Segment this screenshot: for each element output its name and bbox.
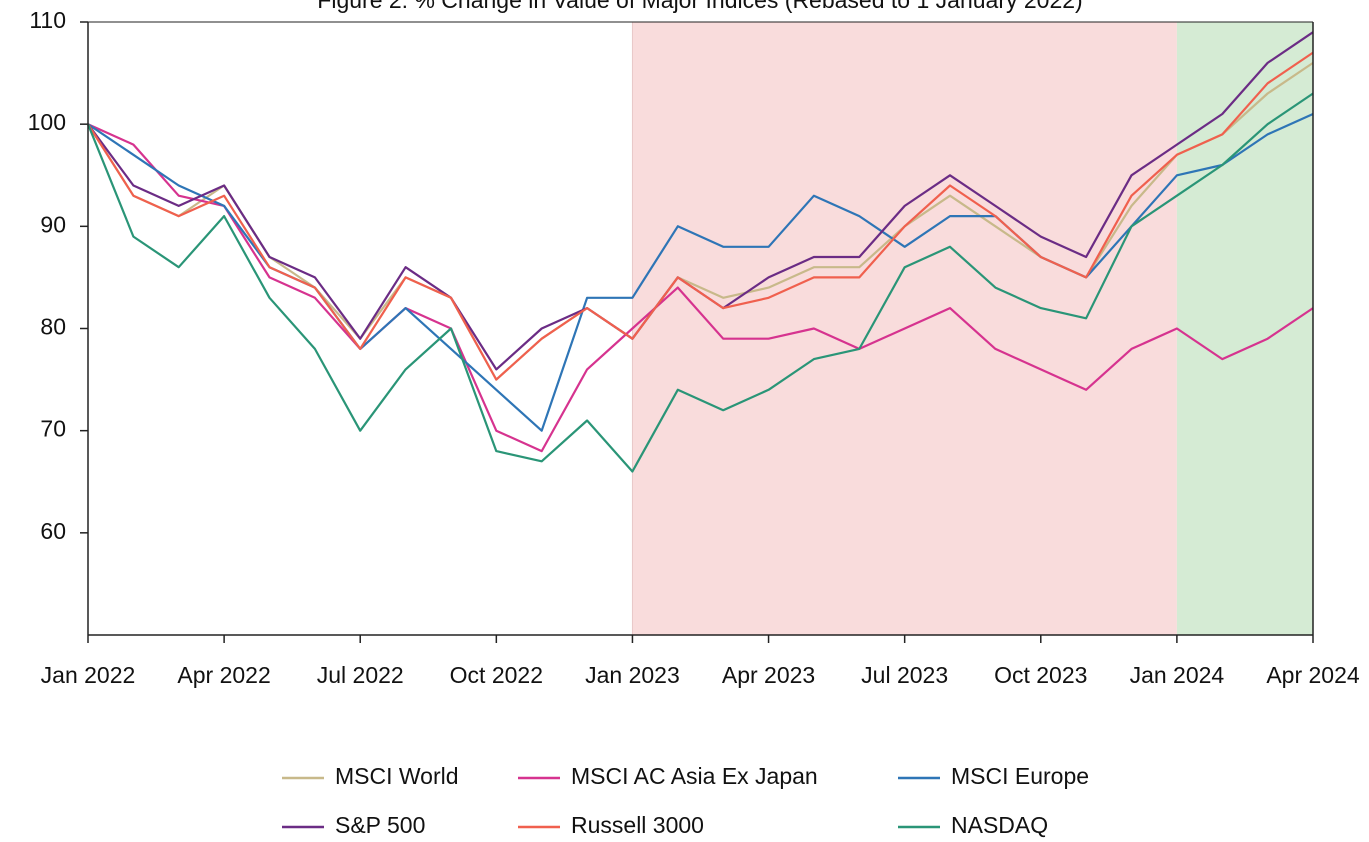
y-tick-label: 90: [40, 211, 66, 237]
legend-label: MSCI World: [335, 763, 459, 789]
y-tick-label: 60: [40, 518, 66, 544]
x-tick-label: Oct 2023: [994, 662, 1087, 688]
legend-label: S&P 500: [335, 812, 425, 838]
x-tick-label: Jan 2024: [1130, 662, 1225, 688]
x-tick-label: Apr 2023: [722, 662, 815, 688]
series-line: [87, 123, 1314, 453]
y-tick-label: 80: [40, 314, 66, 340]
series-line: [86, 92, 1314, 473]
x-tick-label: Apr 2024: [1266, 662, 1360, 688]
x-tick-label: Jul 2023: [861, 662, 948, 688]
y-tick-label: 100: [28, 109, 66, 135]
y-tick-label: 110: [29, 7, 66, 33]
x-tick-label: Jan 2022: [41, 662, 136, 688]
series-line: [87, 61, 1314, 381]
legend-label: MSCI Europe: [951, 763, 1089, 789]
legend-label: NASDAQ: [951, 812, 1048, 838]
legend-label: Russell 3000: [571, 812, 704, 838]
x-tick-label: Jul 2022: [317, 662, 404, 688]
chart-title: Figure 2: % Change in Value of Major Ind…: [317, 0, 1082, 13]
legend-label: MSCI AC Asia Ex Japan: [571, 763, 818, 789]
y-tick-label: 70: [40, 416, 66, 442]
x-tick-label: Jan 2023: [585, 662, 680, 688]
series-line: [87, 51, 1314, 381]
x-tick-label: Oct 2022: [450, 662, 543, 688]
x-tick-label: Apr 2022: [177, 662, 270, 688]
